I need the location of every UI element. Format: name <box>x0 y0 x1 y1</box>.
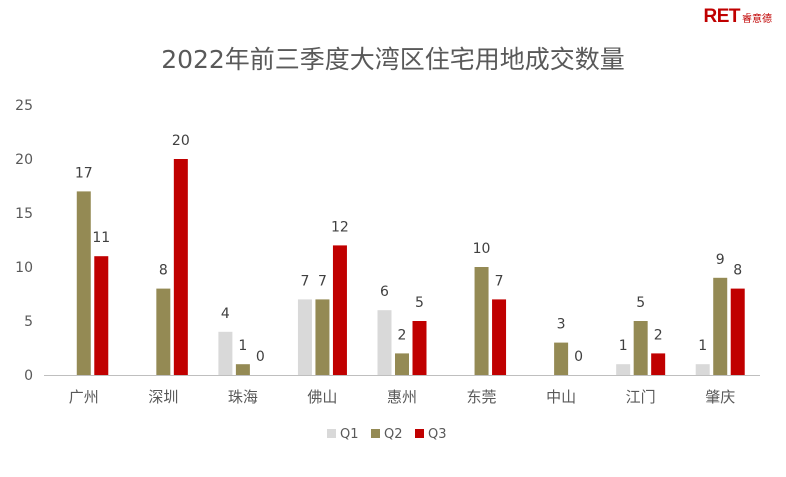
bar-q3 <box>651 353 666 375</box>
bar-q1 <box>616 364 631 375</box>
bar-q3 <box>332 245 347 375</box>
bar-q1 <box>297 299 312 375</box>
data-label: 8 <box>733 263 742 279</box>
data-label: 4 <box>221 306 230 322</box>
data-label: 8 <box>159 263 168 279</box>
legend-label: Q3 <box>428 427 447 442</box>
data-label: 0 <box>574 349 583 365</box>
data-label: 10 <box>473 241 491 257</box>
legend-label: Q1 <box>340 427 359 442</box>
y-tick-label: 25 <box>15 98 33 114</box>
bar-q3 <box>94 256 109 375</box>
bar-q3 <box>173 159 188 375</box>
data-label: 17 <box>75 165 93 181</box>
logo-chinese: 睿意德 <box>742 14 772 25</box>
data-label: 1 <box>619 338 628 354</box>
data-label: 2 <box>398 327 407 343</box>
y-tick-label: 0 <box>24 368 33 384</box>
bar-q2 <box>554 342 569 375</box>
ret-logo: RET 睿意德 <box>704 6 773 28</box>
bar-q2 <box>235 364 250 375</box>
y-tick-label: 5 <box>24 314 33 330</box>
data-label: 6 <box>380 284 389 300</box>
x-tick-label: 东莞 <box>467 388 497 406</box>
legend-swatch-q2 <box>371 429 380 438</box>
y-tick-label: 10 <box>15 260 33 276</box>
legend-swatch-q3 <box>415 429 424 438</box>
x-tick-label: 中山 <box>546 388 576 406</box>
bar-q1 <box>218 331 233 375</box>
data-label: 12 <box>331 219 349 235</box>
x-tick-label: 江门 <box>626 388 656 406</box>
x-tick-label: 佛山 <box>307 388 337 406</box>
data-label: 20 <box>172 133 190 149</box>
bar-q2 <box>395 353 409 375</box>
data-label: 5 <box>636 295 645 311</box>
data-label: 2 <box>654 327 663 343</box>
logo-latin: RET <box>703 6 741 27</box>
data-label: 11 <box>92 230 110 246</box>
bar-q2 <box>474 267 489 375</box>
x-tick-label: 广州 <box>69 388 99 406</box>
chart-title: 2022年前三季度大湾区住宅用地成交数量 <box>161 45 625 74</box>
data-label: 7 <box>300 273 309 289</box>
x-tick-label: 惠州 <box>387 388 417 406</box>
data-label: 9 <box>716 252 725 268</box>
bar-q3 <box>412 321 427 375</box>
bar-q3 <box>730 288 745 375</box>
bar-q2 <box>315 299 330 375</box>
legend-label: Q2 <box>384 427 403 442</box>
data-label: 1 <box>698 338 707 354</box>
legend-swatch-q1 <box>327 429 336 438</box>
bar-q1 <box>377 310 392 375</box>
bar-q2 <box>156 288 171 375</box>
y-tick-label: 15 <box>15 206 33 222</box>
data-label: 7 <box>318 273 327 289</box>
data-label: 1 <box>238 338 247 354</box>
bar-q1 <box>695 364 710 375</box>
data-label: 5 <box>415 295 424 311</box>
data-label: 0 <box>256 349 265 365</box>
y-tick-label: 20 <box>15 152 33 168</box>
data-label: 7 <box>495 273 504 289</box>
data-label: 3 <box>557 317 566 333</box>
bar-q3 <box>492 299 507 375</box>
bar-q2 <box>633 321 648 375</box>
bar-q2 <box>76 191 91 375</box>
x-tick-label: 深圳 <box>148 388 178 406</box>
x-tick-label: 肇庆 <box>705 388 735 406</box>
bar-q2 <box>713 277 728 375</box>
x-tick-label: 珠海 <box>228 388 258 406</box>
